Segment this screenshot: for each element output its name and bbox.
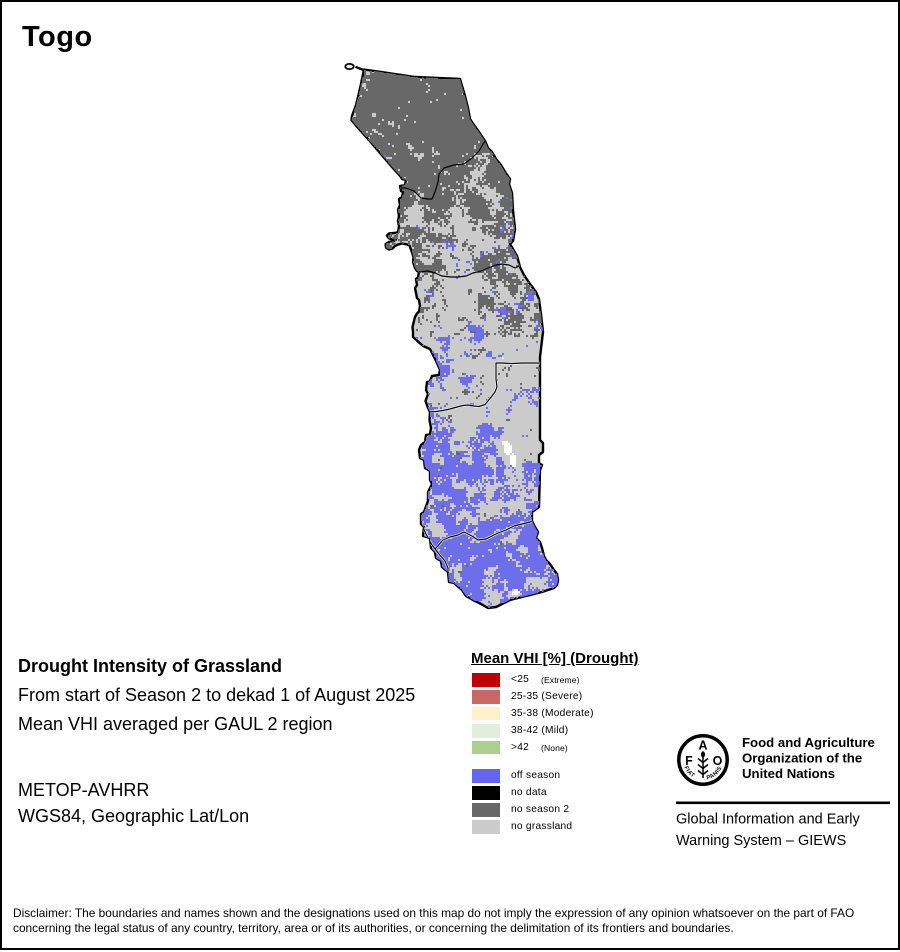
svg-text:Food and Agriculture: Food and Agriculture	[742, 735, 875, 750]
svg-text:Global Information and Early: Global Information and Early	[676, 812, 861, 828]
svg-text:O: O	[713, 754, 723, 768]
svg-text:F: F	[685, 754, 693, 768]
svg-text:Warning System – GIEWS: Warning System – GIEWS	[676, 833, 846, 849]
svg-text:Organization of the: Organization of the	[742, 751, 862, 766]
svg-text:A: A	[698, 739, 707, 753]
svg-text:United Nations: United Nations	[742, 766, 835, 781]
